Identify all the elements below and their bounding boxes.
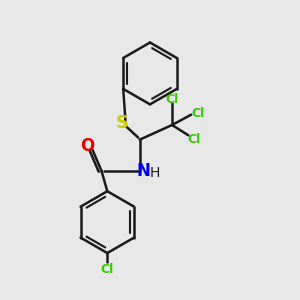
Text: S: S [116,115,128,133]
Text: Cl: Cl [101,263,114,276]
Text: H: H [149,166,160,180]
Text: O: O [80,137,94,155]
Text: Cl: Cl [191,107,204,120]
Text: Cl: Cl [166,93,179,106]
Text: Cl: Cl [188,133,201,146]
Text: N: N [136,162,150,180]
